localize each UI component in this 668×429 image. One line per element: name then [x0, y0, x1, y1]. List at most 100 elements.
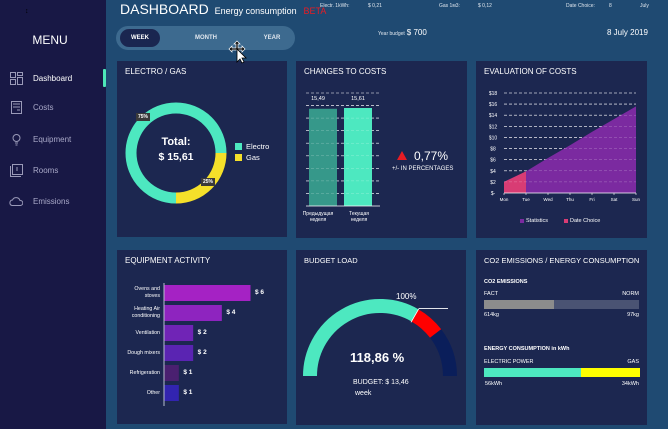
bar-category-label: Текущая неделя [341, 211, 377, 223]
sidebar-item-emissions[interactable]: Emissions [0, 189, 106, 213]
label-line: conditioning [131, 313, 160, 319]
gas-label: GAS [627, 359, 639, 365]
budget-gauge [303, 299, 457, 377]
bar-value-label: 15,49 [311, 96, 325, 102]
budget-amount: BUDGET: $ 13,46 [353, 379, 409, 386]
sidebar-item-dashboard[interactable]: Dashboard [0, 66, 106, 90]
budget-load-value: 118,86 % [350, 350, 405, 365]
costs-icon [9, 100, 23, 114]
cost-bar [309, 108, 337, 206]
sidebar-item-costs[interactable]: Costs [0, 95, 106, 119]
title-text: DASHBOARD [120, 1, 209, 17]
label-line: Heating Air [134, 306, 160, 312]
legend-electro: Electro [235, 142, 269, 151]
legend-gas: Gas [235, 153, 260, 162]
gauge-remaining-arc [429, 329, 457, 377]
year-budget-value: $ 700 [406, 28, 427, 37]
electro-rate-value: $ 0,21 [368, 3, 382, 9]
y-tick-label: $14 [489, 113, 498, 119]
co2-panel: CO2 EMISSIONS / ENERGY CONSUMPTION CO2 E… [476, 250, 647, 425]
x-tick-label: Sat [611, 197, 619, 202]
electro-gas-panel: ELECTRO / GAS Total: $ 15,61 75% 25% Ele… [117, 61, 287, 237]
electro-data-label: 75% [136, 113, 151, 121]
norm-label: NORM [622, 291, 639, 297]
donut-slice-electro [125, 102, 227, 204]
y-tick-label: $2 [490, 180, 496, 186]
electric-value: 56kWh [485, 381, 503, 387]
y-tick-label: $10 [489, 135, 498, 141]
sidebar-item-label: Equipment [33, 134, 72, 144]
equipment-bar [164, 285, 251, 301]
electro-rate-label: Electr. 1kWh: [320, 3, 350, 9]
date-choice-month[interactable]: July [640, 3, 649, 9]
gauge-marker-line [410, 308, 420, 323]
x-tick-label: Tue [522, 197, 530, 202]
equipment-value-label: $ 1 [183, 389, 193, 396]
legend-label: Statistics [526, 218, 549, 224]
energy-heading: ENERGY CONSUMPTION in kWh [484, 346, 570, 352]
y-tick-label: $- [491, 191, 496, 197]
sidebar-item-rooms[interactable]: Rooms [0, 158, 106, 182]
label-line: Предыдущая [302, 211, 334, 217]
label-line: Refrigeration [129, 370, 160, 376]
panel-title: EVALUATION OF COSTS [484, 67, 577, 76]
equipment-category-label: Refrigeration [100, 370, 160, 377]
y-tick-label: $18 [489, 91, 498, 97]
equipment-category-label: Dough mixers [100, 350, 160, 357]
menu-title: MENU [32, 33, 68, 47]
changes-bar-chart [306, 92, 380, 207]
label-line: Dough mixers [127, 350, 160, 356]
equipment-value-label: $ 6 [255, 289, 265, 296]
y-tick-label: $8 [490, 147, 496, 153]
change-caption: +/- IN PERCENTAGES [392, 166, 454, 172]
tab-year[interactable]: YEAR [263, 35, 281, 41]
y-tick-label: $6 [490, 158, 496, 164]
legend-swatch [520, 219, 524, 223]
equipment-value-label: $ 2 [197, 329, 207, 336]
equipment-bar [164, 385, 179, 401]
equipment-bar [164, 305, 222, 321]
gas-value: 34kWh [621, 381, 639, 387]
sidebar-item-equipment[interactable]: Equipment [0, 127, 106, 151]
equipment-category-label: Ovens and stoves [100, 286, 160, 300]
gauge-used-arc [303, 299, 419, 377]
active-indicator [103, 69, 106, 87]
tab-week[interactable]: WEEK [120, 29, 160, 47]
evaluation-panel: EVALUATION OF COSTS $- $2 $4 $6 $8 $10 $12 $14 $… [476, 61, 647, 238]
fact-label: FACT [484, 291, 499, 297]
legend-label: Electro [246, 142, 270, 151]
equipment-value-label: $ 2 [197, 349, 207, 356]
label-line: Other [146, 390, 160, 396]
gauge-marker-label: 100% [396, 292, 417, 301]
equipment-category-label: Other [100, 390, 160, 397]
equipment-bar-chart [163, 283, 251, 406]
sidebar-item-label: Emissions [33, 196, 70, 206]
panel-title: CHANGES TO COSTS [304, 67, 387, 76]
change-percent: 0,77% [414, 149, 449, 163]
year-budget-label: Year budget [378, 31, 405, 37]
label-line: Ventilation [135, 330, 160, 336]
panel-title: EQUIPMENT ACTIVITY [125, 256, 211, 265]
cost-bar [344, 108, 372, 206]
lightbulb-icon [9, 132, 23, 146]
equipment-bar [164, 325, 194, 341]
legend-date-choice: Date Choice [564, 218, 600, 224]
date-choice-area [504, 171, 526, 193]
equipment-value-label: $ 1 [183, 369, 193, 376]
fact-value: 614kg [484, 312, 499, 318]
dashboard-icon [9, 71, 23, 85]
sidebar: ↕ MENU Dashboard Costs Equipment Rooms E… [0, 0, 106, 429]
rooms-icon [9, 163, 23, 177]
increase-triangle-icon [397, 151, 407, 160]
label-line: Текущая [349, 211, 369, 217]
date-choice-label: Date Choice: [566, 3, 595, 9]
label-line: Ovens and [134, 286, 160, 292]
date-choice-day[interactable]: 8 [609, 3, 612, 9]
period-switch: WEEK MONTH YEAR [116, 26, 295, 50]
equipment-bar [164, 365, 179, 381]
x-tick-label: Thu [566, 197, 574, 202]
y-tick-label: $16 [489, 102, 498, 108]
y-tick-label: $12 [489, 124, 498, 130]
label-line: неделя [309, 217, 327, 223]
tab-month[interactable]: MONTH [195, 35, 217, 41]
